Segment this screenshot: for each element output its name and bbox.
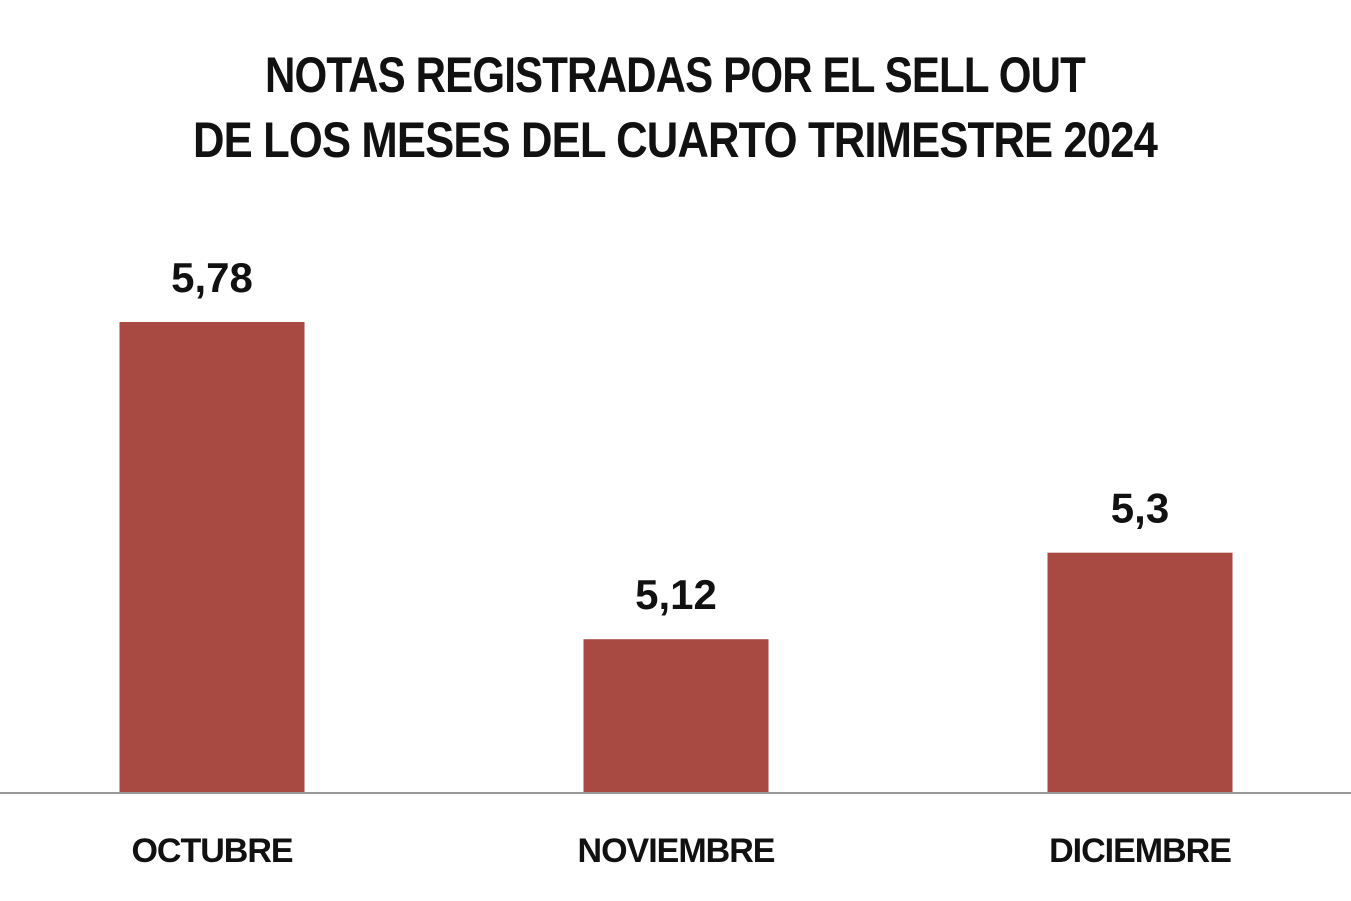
x-axis-tick-labels: OCTUBRE NOVIEMBRE DICIEMBRE: [131, 832, 1232, 870]
category-label-octubre: OCTUBRE: [131, 832, 292, 870]
bar-series: [119, 322, 1233, 793]
bar-noviembre: [583, 639, 769, 793]
bar-octubre: [119, 322, 305, 793]
chart-title-line-2: DE LOS MESES DEL CUARTO TRIMESTRE 2024: [193, 112, 1158, 168]
bar-diciembre: [1047, 552, 1233, 793]
chart-title-line-1: NOTAS REGISTRADAS POR EL SELL OUT: [265, 47, 1085, 103]
value-label-noviembre: 5,12: [635, 571, 717, 618]
value-label-octubre: 5,78: [171, 254, 253, 301]
chart-title: NOTAS REGISTRADAS POR EL SELL OUT DE LOS…: [193, 47, 1159, 168]
value-label-diciembre: 5,3: [1111, 485, 1169, 532]
data-labels: 5,78 5,12 5,3: [171, 254, 1169, 618]
category-label-diciembre: DICIEMBRE: [1049, 832, 1231, 870]
category-label-noviembre: NOVIEMBRE: [578, 832, 775, 870]
